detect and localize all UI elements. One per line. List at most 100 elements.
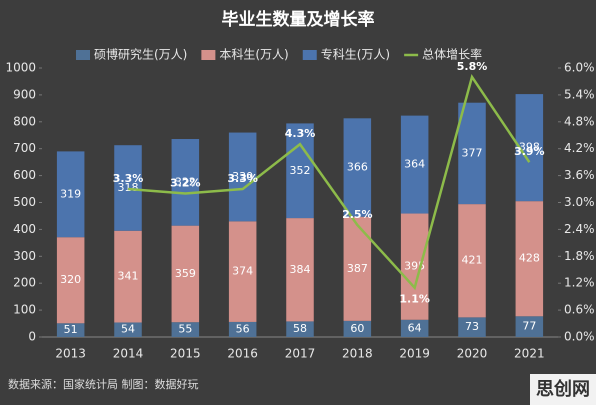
y2-tick-label: 0.0% (564, 330, 595, 344)
y-tick-label: 600 (13, 168, 36, 182)
bar (56, 151, 85, 238)
bar-value-label: 322 (175, 175, 196, 188)
bar (400, 213, 429, 320)
bar-value-label: 64 (408, 321, 422, 334)
legend-swatch (201, 50, 216, 60)
bar (515, 201, 544, 317)
bar-value-label: 359 (175, 267, 196, 280)
bar (343, 320, 372, 337)
x-tick-label: 2015 (170, 347, 201, 361)
growth-label: 3.2% (170, 177, 201, 190)
y2-tick-label: 1.2% (564, 276, 595, 290)
legend-label: 总体增长率 (422, 47, 482, 62)
bar (458, 102, 486, 205)
bar-value-label: 330 (232, 170, 253, 183)
legend-label: 本科生(万人) (219, 48, 288, 62)
bar-value-label: 387 (347, 262, 368, 275)
bar-value-label: 377 (462, 146, 483, 159)
footer: 数据来源：国家统计局 制图：数据好玩 (8, 377, 199, 391)
growth-label: 3.3% (227, 172, 258, 185)
y2-tick-label: 1.8% (564, 249, 595, 263)
legend-label: 硕博研究生(万人) (94, 47, 187, 62)
legend-label: 专科生(万人) (321, 47, 390, 62)
bar-value-label: 341 (118, 270, 139, 283)
bar-value-label: 374 (232, 265, 253, 278)
bar-value-label: 56 (236, 322, 250, 335)
y-tick-label: 200 (13, 276, 36, 290)
x-tick-label: 2016 (227, 347, 258, 361)
bar-value-label: 421 (462, 254, 483, 267)
bar (286, 218, 314, 322)
growth-label: 1.1% (399, 293, 430, 306)
bar (286, 321, 314, 337)
watermark: 思创网 (536, 378, 590, 400)
legend-swatch (76, 50, 90, 60)
y2-tick-label: 5.4% (564, 87, 595, 101)
bar (171, 322, 200, 337)
y2-tick-label: 4.2% (564, 141, 595, 155)
y2-tick-label: 2.4% (564, 222, 595, 236)
bar (114, 230, 142, 323)
y-tick-label: 400 (13, 222, 36, 236)
bar-value-label: 51 (64, 323, 78, 336)
y2-tick-label: 6.0% (564, 61, 595, 75)
bar (458, 317, 486, 337)
x-tick-label: 2013 (55, 347, 86, 361)
bar-value-label: 364 (404, 158, 425, 171)
bar-value-label: 54 (121, 323, 135, 336)
y2-tick-label: 4.8% (564, 114, 595, 128)
growth-label: 5.8% (457, 60, 488, 73)
y2-tick-label: 0.6% (564, 303, 595, 317)
bar-value-label: 73 (465, 320, 479, 333)
growth-label: 4.3% (285, 127, 316, 140)
bar (228, 321, 257, 337)
y-tick-label: 1000 (5, 61, 36, 75)
bar-value-label: 77 (522, 320, 536, 333)
bar-value-label: 352 (290, 164, 311, 177)
bar (56, 237, 85, 324)
y-tick-label: 500 (13, 195, 36, 209)
bar-value-label: 366 (347, 161, 368, 174)
bar (400, 115, 429, 214)
bar (400, 319, 429, 337)
bar (114, 322, 142, 337)
y-tick-label: 300 (13, 249, 36, 263)
y-tick-label: 0 (28, 330, 36, 344)
y2-tick-label: 3.6% (564, 168, 595, 182)
bar-value-label: 384 (290, 263, 311, 276)
bar (515, 316, 544, 337)
bar (458, 204, 486, 318)
y-tick-label: 900 (13, 87, 36, 101)
x-tick-label: 2014 (113, 347, 144, 361)
legend-swatch (302, 50, 317, 60)
bar (56, 323, 85, 337)
bar-value-label: 320 (60, 273, 81, 286)
y-tick-label: 800 (13, 114, 36, 128)
growth-label: 3.9% (514, 145, 545, 158)
growth-label: 3.3% (113, 172, 144, 185)
bar-value-label: 319 (60, 187, 81, 200)
bar-value-label: 428 (519, 252, 540, 265)
chart-title: 毕业生数量及增长率 (222, 9, 375, 30)
x-tick-label: 2021 (514, 347, 545, 361)
bar-value-label: 58 (293, 322, 307, 335)
watermark-box (530, 374, 596, 405)
x-tick-label: 2020 (457, 347, 488, 361)
bar (343, 118, 372, 217)
bar (171, 139, 200, 226)
y-tick-label: 100 (13, 303, 36, 317)
bar-value-label: 60 (350, 322, 364, 335)
x-tick-label: 2019 (399, 347, 430, 361)
bar-value-label: 318 (118, 181, 139, 194)
growth-line (127, 74, 531, 291)
x-tick-label: 2018 (342, 347, 373, 361)
y-tick-label: 700 (13, 141, 36, 155)
bar-value-label: 398 (519, 141, 540, 154)
x-tick-label: 2017 (285, 347, 316, 361)
growth-label: 2.5% (342, 208, 373, 221)
bar (114, 145, 142, 231)
bar-value-label: 55 (178, 323, 192, 336)
bar (228, 221, 257, 322)
